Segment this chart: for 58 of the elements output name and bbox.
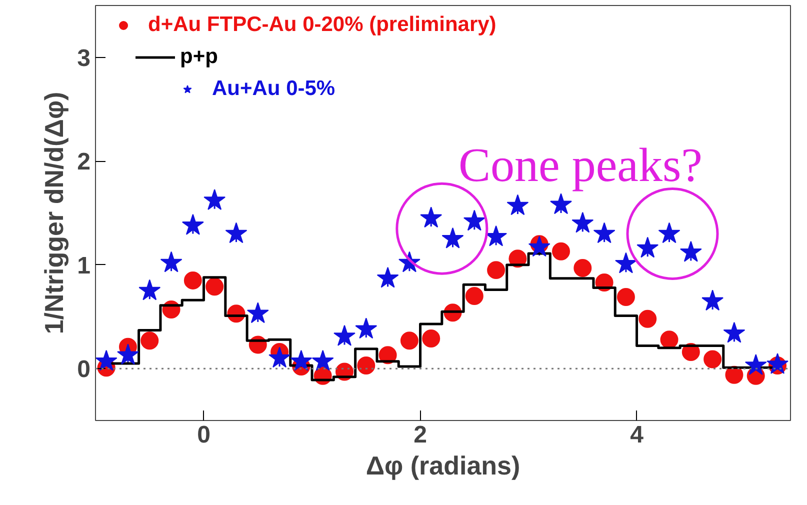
y-axis-title: 1/Ntrigger dN/d(Δφ) (39, 92, 70, 334)
x-tick-label: 0 (197, 422, 210, 448)
point (593, 222, 616, 244)
legend-label: Au+Au 0-5% (212, 77, 336, 101)
point (290, 350, 312, 371)
point (204, 189, 226, 210)
point (465, 287, 484, 305)
point (572, 212, 594, 233)
point (528, 236, 550, 257)
point (723, 322, 746, 343)
point (355, 318, 378, 339)
y-tick-label: 1 (77, 252, 91, 280)
point (117, 344, 139, 365)
point (552, 242, 570, 260)
point (182, 214, 204, 235)
point (680, 240, 702, 262)
point (420, 206, 442, 228)
point (312, 350, 334, 371)
y-tick-label: 0 (77, 356, 91, 384)
x-tick-label: 2 (414, 422, 427, 448)
point (206, 278, 224, 296)
point (376, 266, 399, 288)
annotation: Cone peaks? (458, 139, 702, 192)
point (638, 310, 657, 328)
point (225, 222, 248, 244)
point (138, 279, 161, 300)
x-tick-label: 4 (630, 422, 644, 448)
point (487, 261, 506, 280)
point (400, 332, 418, 350)
point (658, 222, 680, 244)
point (744, 354, 767, 375)
point (702, 290, 724, 311)
point (636, 236, 659, 258)
y-tick-label: 2 (77, 148, 91, 176)
point (485, 225, 508, 246)
point (184, 271, 202, 290)
point (357, 356, 376, 374)
point (160, 251, 182, 272)
point (506, 194, 529, 216)
point (246, 302, 269, 324)
point (442, 227, 464, 248)
point (550, 193, 572, 214)
point (704, 350, 722, 368)
point (96, 350, 118, 371)
point (422, 330, 440, 348)
legend-label: p+p (180, 45, 218, 69)
legend-label: d+Au FTPC-Au 0-20% (preliminary) (148, 13, 496, 37)
point (268, 346, 290, 368)
point (766, 352, 788, 374)
point (334, 324, 356, 346)
point (574, 259, 592, 277)
point (660, 330, 678, 349)
point (463, 210, 486, 231)
y-tick-label: 3 (77, 44, 91, 72)
x-axis-title: Δφ (radians) (366, 450, 520, 480)
point (140, 332, 159, 350)
point (614, 252, 637, 274)
point (616, 288, 635, 306)
